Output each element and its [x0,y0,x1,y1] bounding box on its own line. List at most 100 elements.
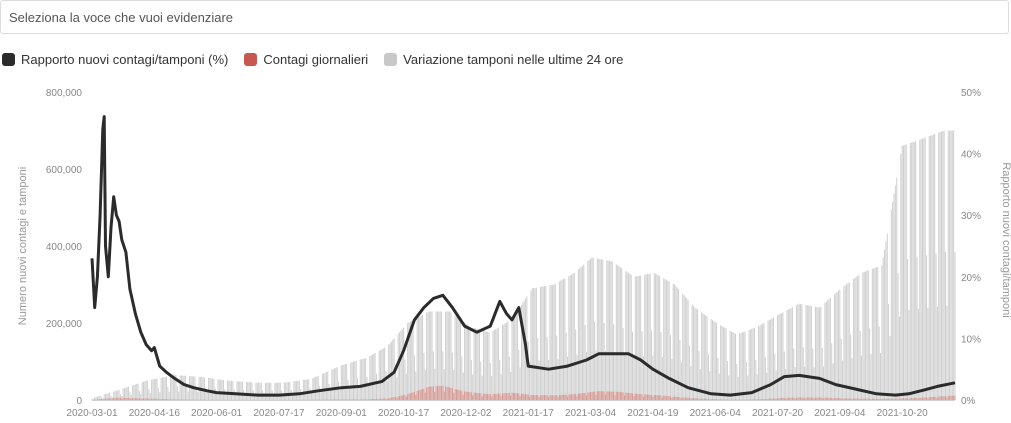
daily-cases-bar [514,392,516,400]
tests-bar [474,328,476,400]
tests-bar [924,137,926,400]
tests-bar [850,334,852,400]
daily-cases-bar [343,399,345,400]
daily-cases-bar [667,396,669,400]
tests-bar [795,305,797,400]
tests-bar [409,321,411,400]
tests-bar [359,359,361,400]
daily-cases-bar [893,398,895,400]
tests-bar [389,343,391,400]
tests-bar [710,319,712,400]
tests-bar [519,367,521,400]
tests-bar [464,322,466,400]
tests-bar [312,378,314,400]
tests-bar [928,136,930,400]
tests-bar [617,265,619,400]
tests-bar [861,355,863,400]
daily-cases-bar [951,395,953,400]
daily-cases-bar [157,398,159,400]
tests-bar [273,393,275,400]
daily-cases-bar [813,398,815,400]
tests-bar [105,394,107,400]
tests-bar [400,330,402,400]
daily-cases-bar [661,397,663,400]
tests-bar [543,286,546,400]
daily-cases-bar [600,391,602,400]
daily-cases-bar [721,399,723,400]
y-right-tick-label: 10% [961,334,981,345]
tests-bar [515,312,517,400]
tests-bar [289,381,291,400]
tests-bar [854,278,856,400]
daily-cases-bar [767,398,769,400]
tests-bar [157,388,159,400]
daily-cases-bar [454,389,456,400]
tests-bar [947,130,949,400]
tests-bar [927,307,929,400]
daily-cases-bar [427,387,429,400]
tests-bar [909,143,911,400]
tests-bar [419,316,421,400]
tests-bar [125,387,127,400]
daily-cases-bar [633,396,635,400]
daily-cases-bar [106,398,108,400]
tests-bar [871,268,873,400]
tests-bar [226,380,228,400]
daily-cases-bar [497,393,499,400]
daily-cases-bars [91,385,956,400]
daily-cases-bar [369,399,371,400]
legend-item-daily-cases[interactable]: Contagi giornalieri [244,52,368,67]
daily-cases-bar [388,398,390,400]
x-tick-label: 2021-09-04 [814,408,866,419]
daily-cases-bar [417,390,420,400]
daily-cases-bar [687,397,689,400]
tests-bar [721,326,723,400]
tests-bar [416,317,418,400]
daily-cases-bar [478,393,480,400]
daily-cases-bar [897,398,899,400]
tests-bar [462,372,464,400]
tests-bar [483,330,485,400]
tests-bar [722,326,724,400]
tests-bar [896,177,898,400]
tests-bar [175,375,177,400]
tests-bar [749,329,751,400]
legend-item-ratio[interactable]: Rapporto nuovi contagi/tamponi (%) [2,52,228,67]
daily-cases-bar [839,398,841,400]
tests-bar [413,355,415,400]
tests-bar [473,328,475,400]
tests-bar [664,279,666,400]
daily-cases-bar [894,398,896,400]
daily-cases-bar [420,389,422,400]
daily-cases-bar [698,398,700,400]
tests-bar [538,360,540,400]
daily-cases-bar [870,399,872,400]
tests-bar [476,328,478,400]
tests-bar [256,382,258,400]
tests-bar [293,381,295,400]
daily-cases-bar [649,394,651,400]
daily-cases-bar [351,399,353,400]
daily-cases-bar [501,393,504,400]
highlight-selector[interactable]: Seleziona la voce che vuoi evidenziare [0,0,1009,34]
daily-cases-bar [789,397,791,400]
daily-cases-bar [411,392,413,400]
tests-bar [592,257,594,400]
daily-cases-bar [543,395,546,400]
legend-label-ratio: Rapporto nuovi contagi/tamponi (%) [21,51,229,67]
legend-item-tests[interactable]: Variazione tamponi nelle ultime 24 ore [384,52,623,67]
tests-bar [397,333,399,400]
x-tick-label: 2021-03-04 [565,408,617,419]
daily-cases-bar [386,399,388,400]
tests-bar [106,393,108,400]
daily-cases-bar [613,391,615,400]
daily-cases-bar [938,396,940,400]
daily-cases-bar [882,398,884,400]
tests-bar [684,296,686,400]
tests-bar [91,398,93,400]
tests-bar [912,142,914,401]
tests-bar [449,311,451,400]
daily-cases-bar [892,398,894,400]
tests-bar [644,274,646,400]
tests-bar [430,311,432,400]
